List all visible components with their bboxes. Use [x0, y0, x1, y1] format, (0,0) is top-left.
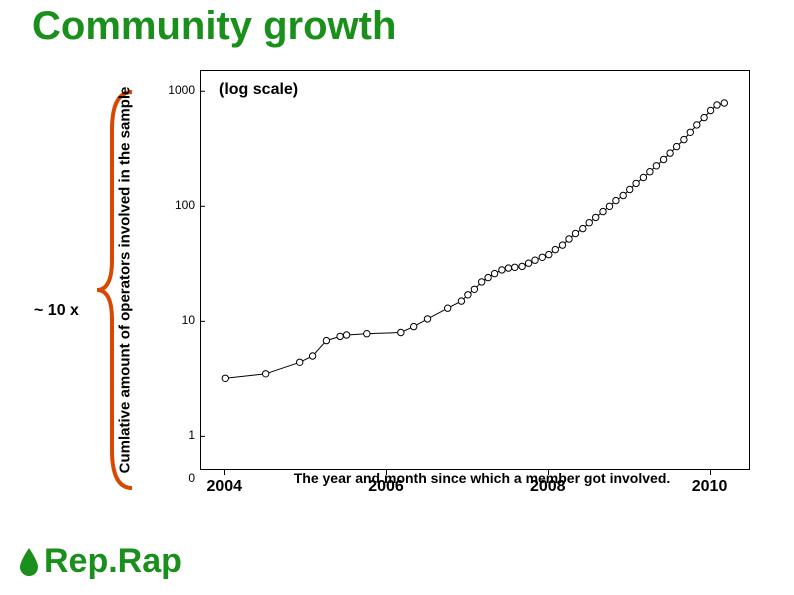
reprap-logo: Rep.Rap [18, 542, 182, 581]
teardrop-icon [18, 547, 40, 577]
plot-area: (log scale) [200, 70, 750, 470]
y-tick-label: 100 [175, 198, 195, 212]
y-tick-label: 1000 [168, 83, 195, 97]
chart: (log scale) 01101001000 2004200620082010 [170, 70, 750, 510]
slide-title: Community growth [32, 4, 396, 49]
ten-x-annotation: ~ 10 x [34, 302, 79, 320]
y-tick-label: 10 [182, 313, 195, 327]
y-axis-title: Cumlative amount of operators involved i… [117, 87, 134, 474]
y-tick-label: 0 [188, 471, 195, 485]
logo-text: Rep.Rap [44, 542, 182, 581]
y-tick-label: 1 [188, 428, 195, 442]
x-axis-title: The year and month since which a member … [232, 470, 732, 486]
